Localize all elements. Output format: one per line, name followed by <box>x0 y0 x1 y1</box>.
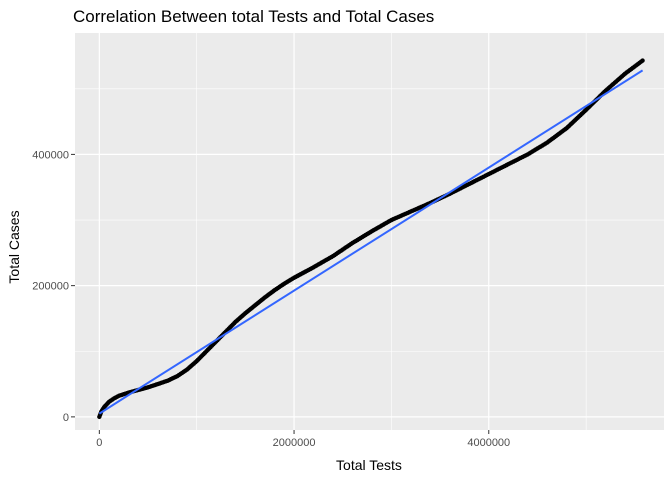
y-tick-label: 400000 <box>32 149 69 161</box>
grid-minor <box>75 33 664 430</box>
y-tick-label: 0 <box>63 412 69 424</box>
x-axis-title: Total Tests <box>336 457 402 473</box>
trend-line <box>98 69 644 415</box>
chart-title: Correlation Between total Tests and Tota… <box>73 7 434 26</box>
x-tick-label: 0 <box>96 437 102 449</box>
y-axis-title: Total Cases <box>6 210 22 283</box>
y-tick-label: 200000 <box>32 281 69 293</box>
x-axis: 0 2000000 4000000 <box>96 430 510 449</box>
x-tick-label: 4000000 <box>467 437 510 449</box>
data-point <box>640 58 645 63</box>
y-axis: 0 200000 400000 <box>32 149 75 424</box>
grid-major <box>75 33 664 430</box>
x-tick-label: 2000000 <box>273 437 316 449</box>
trend-line-group <box>98 69 644 415</box>
